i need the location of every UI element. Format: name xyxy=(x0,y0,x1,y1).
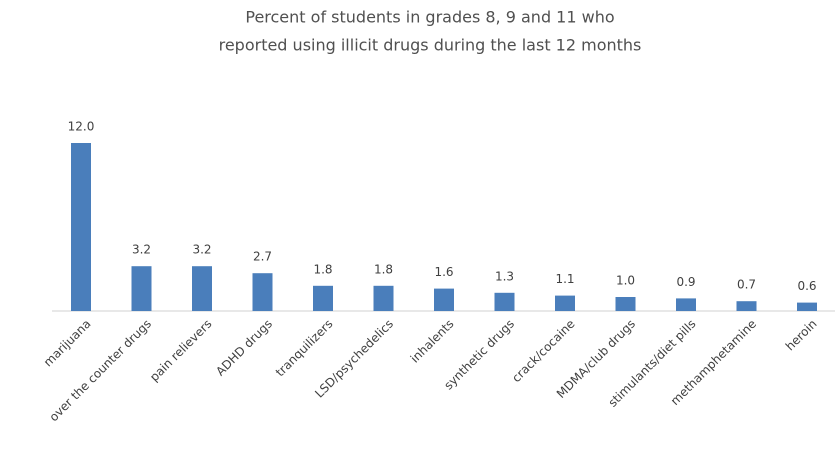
data-label: 0.7 xyxy=(737,278,756,292)
bar xyxy=(676,298,696,311)
bar xyxy=(313,285,333,311)
bar xyxy=(555,295,575,311)
bar xyxy=(131,266,152,311)
bar xyxy=(615,297,636,311)
x-tick-label: ADHD drugs xyxy=(213,317,275,379)
bar xyxy=(494,292,515,311)
bar xyxy=(192,266,212,311)
data-label: 0.9 xyxy=(676,275,695,289)
bar xyxy=(71,143,91,311)
x-tick-label: marijuana xyxy=(41,317,94,370)
x-tick-label: heroin xyxy=(783,317,820,354)
data-label: 1.0 xyxy=(616,274,635,288)
data-label: 12.0 xyxy=(68,120,95,134)
x-tick-label: inhalents xyxy=(408,317,457,366)
data-label: 3.2 xyxy=(132,243,151,257)
bar xyxy=(434,288,454,311)
data-label: 1.6 xyxy=(434,265,453,279)
data-label: 0.6 xyxy=(797,279,816,293)
data-label: 3.2 xyxy=(192,243,211,257)
data-label: 2.7 xyxy=(253,250,272,264)
data-label: 1.1 xyxy=(555,272,574,286)
x-tick-label: crack/cocaine xyxy=(509,317,577,385)
x-tick-label: over the counter drugs xyxy=(47,317,155,425)
x-tick-label: tranquilizers xyxy=(273,317,336,380)
data-label: 1.8 xyxy=(374,262,393,276)
bar xyxy=(797,302,817,311)
chart-title: Percent of students in grades 8, 9 and 1… xyxy=(245,8,614,27)
x-tick-label: pain relievers xyxy=(147,317,215,385)
bar xyxy=(373,285,394,311)
chart-title: reported using illicit drugs during the … xyxy=(219,36,642,55)
data-label: 1.3 xyxy=(495,269,514,283)
bar xyxy=(736,301,757,311)
data-label: 1.8 xyxy=(313,262,332,276)
bar xyxy=(252,273,273,311)
